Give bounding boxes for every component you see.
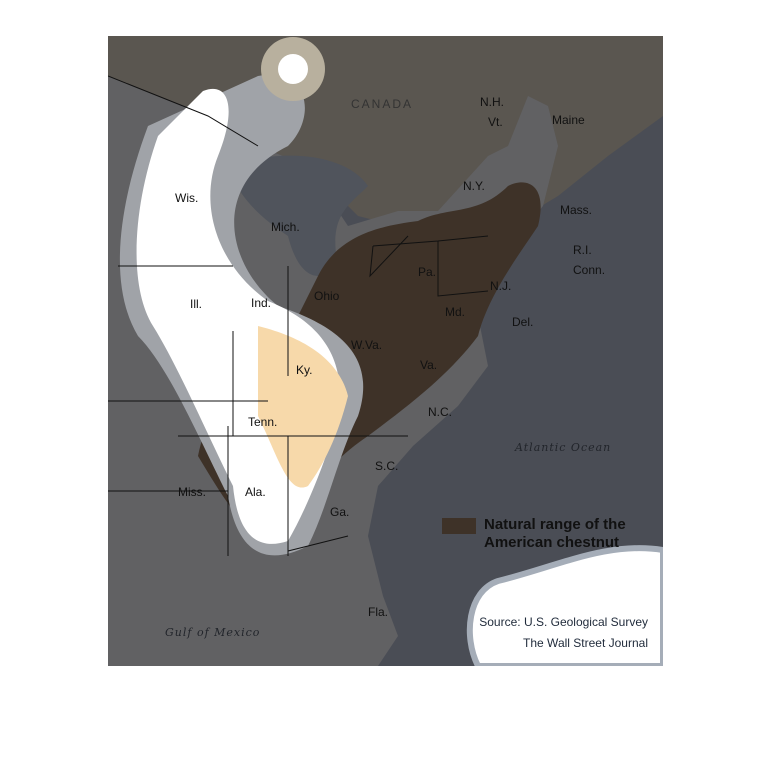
legend-swatch [442, 518, 476, 534]
inset-dot [278, 54, 308, 84]
label-ga: Ga. [330, 505, 349, 519]
source-credit: Source: U.S. Geological Survey The Wall … [470, 612, 648, 654]
label-del: Del. [512, 315, 533, 329]
label-mich: Mich. [271, 220, 300, 234]
label-atlantic-ocean: Atlantic Ocean [514, 441, 611, 454]
label-pa: Pa. [418, 265, 436, 279]
label-wis: Wis. [175, 191, 198, 205]
label-tenn: Tenn. [248, 415, 277, 429]
label-ohio: Ohio [314, 289, 340, 303]
state-labels: N.H. Vt. Maine N.Y. Mass. R.I. Conn. Pa.… [175, 95, 605, 619]
legend-label: Natural range of the American chestnut [484, 516, 626, 551]
label-nc: N.C. [428, 405, 452, 419]
source-line: Source: U.S. Geological Survey [479, 615, 648, 629]
label-gulf-of-mexico: Gulf of Mexico [165, 626, 260, 639]
legend: Natural range of the American chestnut [442, 516, 654, 552]
label-ky: Ky. [296, 363, 312, 377]
label-ala: Ala. [245, 485, 266, 499]
label-maine: Maine [552, 113, 585, 127]
state-borders [108, 75, 489, 556]
label-vt: Vt. [488, 115, 503, 129]
source-box [466, 545, 663, 666]
label-va: Va. [420, 358, 437, 372]
label-md: Md. [445, 305, 465, 319]
label-sc: S.C. [375, 459, 398, 473]
label-fla: Fla. [368, 605, 388, 619]
label-ill: Ill. [190, 297, 202, 311]
label-nj: N.J. [490, 279, 511, 293]
label-ri: R.I. [573, 243, 592, 257]
label-conn: Conn. [573, 263, 605, 277]
label-miss: Miss. [178, 485, 206, 499]
publisher-line: The Wall Street Journal [523, 636, 648, 650]
highlight-region-orange [258, 326, 348, 488]
label-canada: CANADA [351, 97, 413, 111]
chestnut-range-map: CANADA Atlantic Ocean Gulf of Mexico N.H… [108, 36, 663, 666]
label-ny: N.Y. [463, 179, 485, 193]
label-wva: W.Va. [351, 338, 382, 352]
label-mass: Mass. [560, 203, 592, 217]
label-ind: Ind. [251, 296, 271, 310]
label-nh: N.H. [480, 95, 504, 109]
